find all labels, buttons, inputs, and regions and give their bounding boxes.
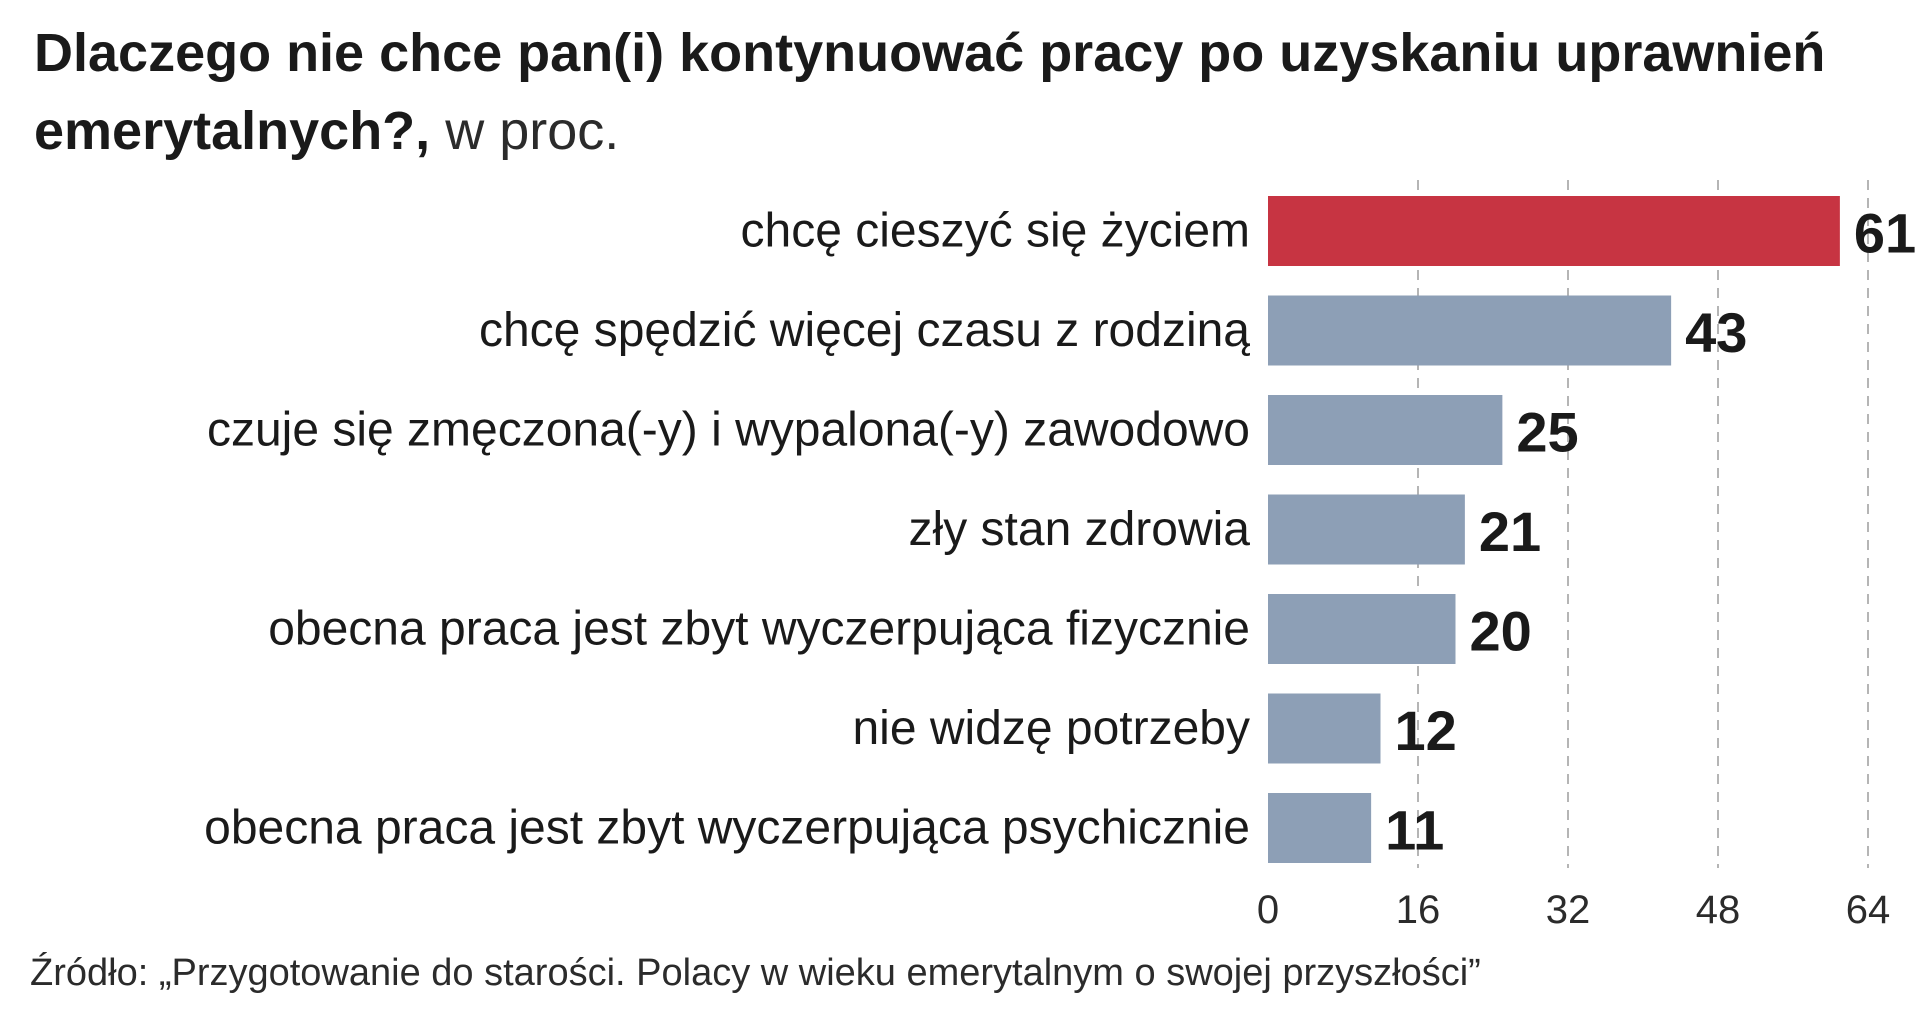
bar (1268, 395, 1503, 465)
value-label: 21 (1479, 500, 1541, 563)
value-label: 11 (1385, 799, 1444, 862)
bar (1268, 793, 1372, 863)
value-label: 43 (1685, 301, 1747, 364)
value-label: 61 (1854, 202, 1916, 265)
source-note: Źródło: „Przygotowanie do starości. Pola… (30, 952, 1481, 994)
bar (1268, 494, 1465, 565)
bar-chart: 0 16 32 48 64 chcę cieszyć się życiem 61 chcę s… (204, 180, 1916, 932)
bar (1268, 295, 1672, 366)
x-tick-label: 64 (1846, 888, 1891, 932)
category-label: obecna praca jest zbyt wyczerpująca psyc… (204, 802, 1250, 855)
x-tick-label: 0 (1257, 888, 1279, 932)
value-label: 12 (1395, 699, 1457, 762)
bar (1268, 693, 1381, 764)
value-label: 20 (1470, 600, 1532, 663)
chart-title-unit: w proc. (445, 101, 620, 161)
category-label: obecna praca jest zbyt wyczerpująca fizy… (268, 603, 1250, 656)
category-label: nie widzę potrzeby (852, 702, 1250, 755)
x-tick-label: 16 (1396, 888, 1441, 932)
chart-title: Dlaczego nie chce pan(i) kontynuować pra… (34, 14, 1894, 170)
bar (1268, 196, 1840, 266)
chart-title-main: Dlaczego nie chce pan(i) kontynuować pra… (34, 23, 1826, 161)
category-label: czuje się zmęczona(-y) i wypalona(-y) za… (207, 404, 1250, 457)
category-label: zły stan zdrowia (909, 503, 1251, 556)
x-tick-label: 32 (1546, 888, 1591, 932)
bar (1268, 594, 1456, 664)
value-label: 25 (1516, 401, 1578, 464)
x-tick-label: 48 (1696, 888, 1741, 932)
category-label: chcę spędzić więcej czasu z rodziną (479, 304, 1250, 357)
category-label: chcę cieszyć się życiem (741, 205, 1250, 258)
